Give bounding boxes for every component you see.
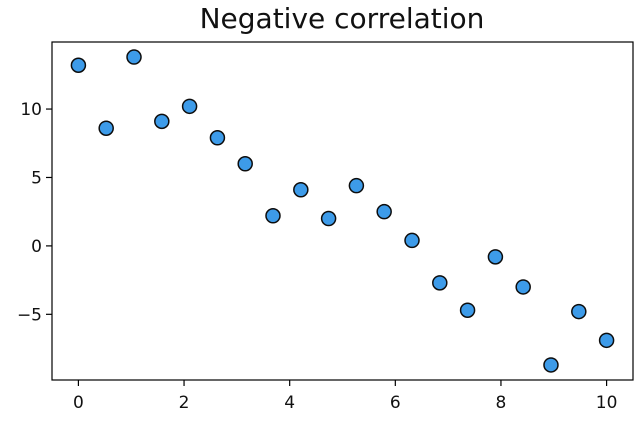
x-tick-label: 8 bbox=[496, 393, 507, 413]
data-points bbox=[70, 49, 615, 373]
data-point bbox=[571, 303, 587, 320]
y-tick-label: −5 bbox=[17, 305, 42, 325]
data-point bbox=[293, 182, 309, 198]
data-point bbox=[459, 302, 476, 318]
y-tick-label: 10 bbox=[20, 100, 42, 120]
x-axis: 0 2 4 6 8 10 bbox=[73, 380, 617, 413]
chart-title: Negative correlation bbox=[200, 2, 485, 35]
data-point bbox=[515, 279, 531, 295]
data-point bbox=[404, 232, 420, 249]
x-tick-label: 4 bbox=[284, 393, 295, 413]
y-tick-label: 5 bbox=[31, 168, 42, 188]
data-point bbox=[543, 357, 559, 373]
data-point bbox=[265, 208, 281, 224]
data-point bbox=[209, 130, 226, 146]
data-point bbox=[126, 49, 142, 65]
data-point bbox=[237, 156, 253, 172]
x-tick-label: 6 bbox=[390, 393, 401, 413]
data-point bbox=[376, 203, 392, 220]
data-point bbox=[487, 249, 504, 265]
data-point bbox=[98, 120, 114, 136]
data-point bbox=[154, 113, 170, 130]
x-tick-label: 0 bbox=[73, 393, 84, 413]
data-point bbox=[181, 98, 198, 115]
plot-area bbox=[51, 41, 634, 381]
y-tick-label: 0 bbox=[31, 237, 42, 257]
data-point bbox=[598, 332, 615, 349]
data-point bbox=[348, 177, 365, 194]
y-axis: −5 0 5 10 bbox=[17, 100, 52, 325]
x-tick-label: 2 bbox=[179, 393, 190, 413]
data-point bbox=[70, 57, 87, 74]
data-point bbox=[320, 210, 337, 227]
data-point bbox=[432, 275, 448, 291]
x-tick-label: 10 bbox=[596, 393, 618, 413]
